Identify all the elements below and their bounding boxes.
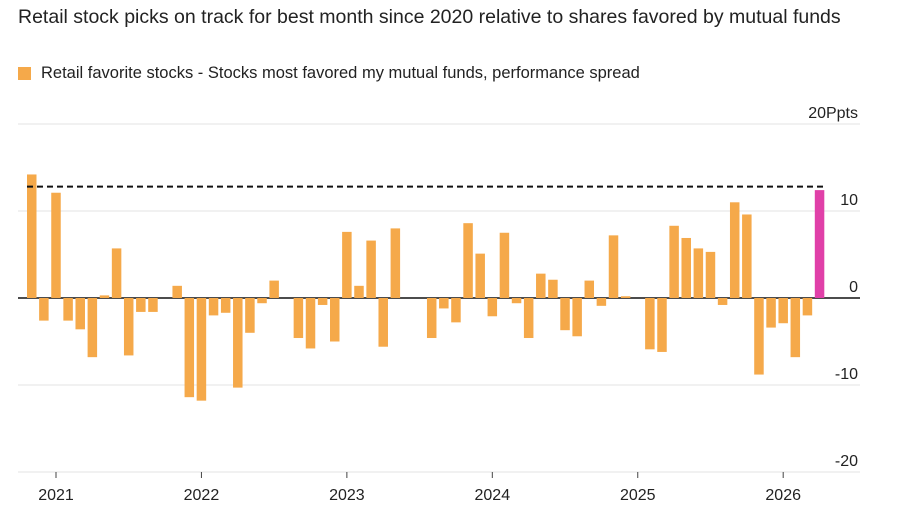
- bar: [487, 298, 498, 317]
- bar: [196, 298, 207, 401]
- bar: [451, 298, 461, 323]
- chart-title: Retail stock picks on track for best mon…: [18, 6, 841, 28]
- y-tick-label: 0: [849, 279, 858, 296]
- bar: [269, 280, 279, 298]
- y-tick-label: 10: [840, 192, 858, 209]
- bar: [657, 298, 667, 352]
- bar: [439, 298, 449, 309]
- bar: [608, 235, 619, 298]
- bar: [693, 248, 704, 298]
- bar: [463, 223, 473, 298]
- legend-label: Retail favorite stocks - Stocks most fav…: [41, 64, 640, 82]
- bar: [572, 298, 582, 337]
- bar: [754, 298, 764, 375]
- x-tick-label: 2026: [765, 487, 801, 504]
- bar: [220, 298, 231, 313]
- legend-swatch: [18, 67, 31, 80]
- bar: [87, 298, 98, 358]
- bar: [560, 298, 570, 331]
- bar: [245, 298, 255, 333]
- x-tick-label: 2023: [329, 487, 365, 504]
- bar: [257, 298, 267, 304]
- bar: [99, 295, 110, 298]
- bar: [184, 298, 195, 398]
- bar: [620, 296, 631, 298]
- bar: [802, 298, 813, 316]
- x-tick-label: 2021: [38, 487, 74, 504]
- bar: [123, 298, 134, 356]
- bar: [523, 298, 534, 339]
- y-axis-labels: 20Ppts 10 0 -10 -20: [808, 105, 858, 470]
- bar: [51, 192, 61, 298]
- legend: Retail favorite stocks - Stocks most fav…: [18, 64, 640, 83]
- x-axis-labels: 2021 2022 2023 2024 2025 2026: [38, 472, 801, 504]
- bar: [148, 298, 158, 312]
- bar: [172, 285, 182, 298]
- bar: [717, 298, 728, 305]
- bar: [645, 298, 655, 350]
- y-tick-label: 20Ppts: [808, 105, 858, 122]
- bars: [27, 174, 825, 401]
- bar: [293, 298, 304, 339]
- bar-highlight: [814, 190, 825, 298]
- bar: [63, 298, 73, 321]
- bar: [208, 298, 219, 316]
- bar: [342, 231, 352, 298]
- x-tick-label: 2024: [475, 487, 511, 504]
- bar: [75, 298, 85, 330]
- bar: [778, 298, 788, 324]
- y-tick-label: -10: [835, 366, 858, 383]
- y-tick-label: -20: [835, 453, 858, 470]
- bar: [729, 202, 740, 298]
- bar: [548, 279, 558, 298]
- bar: [475, 253, 485, 298]
- bar: [766, 298, 776, 328]
- bar: [330, 298, 340, 342]
- bar: [39, 298, 49, 321]
- bar: [681, 237, 691, 298]
- bar: [111, 248, 122, 298]
- bar: [790, 298, 801, 358]
- bar: [354, 285, 364, 298]
- bar: [584, 280, 595, 298]
- bar: [378, 298, 388, 347]
- bar: [233, 298, 243, 388]
- x-tick-label: 2025: [620, 487, 656, 504]
- x-tick-label: 2022: [184, 487, 220, 504]
- bar: [390, 228, 401, 298]
- bar: [511, 298, 522, 304]
- bar: [705, 251, 716, 298]
- bar: [742, 214, 752, 298]
- bar: [136, 298, 146, 312]
- bar: [536, 273, 546, 298]
- bar: [426, 298, 437, 339]
- bar: [27, 174, 37, 298]
- bar: [305, 298, 316, 349]
- bar: [669, 225, 679, 298]
- bar: [366, 240, 376, 298]
- bar: [596, 298, 607, 306]
- bar: [317, 298, 328, 305]
- bar: [499, 232, 510, 298]
